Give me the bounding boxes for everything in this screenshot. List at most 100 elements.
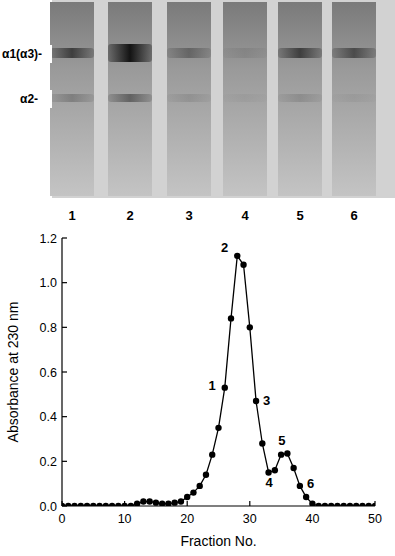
x-tick-label: 40	[305, 512, 319, 526]
data-point	[322, 503, 328, 506]
y-tick-label: 0.6	[40, 366, 57, 380]
gel-band	[50, 48, 94, 58]
gel-band	[278, 48, 322, 58]
x-tick-label: 10	[118, 512, 132, 526]
gel-band	[278, 94, 322, 102]
data-point	[121, 503, 127, 506]
figure: 123456α1(α3)-α2-0.00.20.40.60.81.01.2010…	[0, 0, 395, 556]
data-point	[284, 450, 290, 456]
lane-label: 5	[296, 208, 303, 223]
y-tick-label: 1.0	[40, 276, 57, 290]
data-point	[115, 503, 121, 506]
data-point	[159, 501, 165, 506]
data-point	[372, 503, 375, 506]
gel-band	[332, 48, 376, 58]
gel-background	[52, 0, 395, 198]
data-point	[334, 503, 340, 506]
x-tick	[249, 501, 250, 506]
data-point	[222, 384, 228, 390]
gel-band	[50, 94, 94, 102]
y-tick	[62, 327, 67, 328]
gel-lane	[50, 2, 94, 196]
data-point	[140, 498, 146, 504]
data-point	[359, 503, 365, 506]
plot-area	[62, 253, 375, 506]
data-point	[78, 503, 84, 506]
data-point	[146, 498, 152, 504]
data-point	[128, 503, 134, 506]
lane-label: 1	[68, 208, 75, 223]
lane-label: 2	[126, 208, 133, 223]
peak-annotation: 6	[307, 476, 314, 491]
x-tick-label: 20	[180, 512, 194, 526]
data-point	[328, 503, 334, 506]
data-point	[347, 503, 353, 506]
data-point	[309, 501, 315, 506]
x-tick-label: 30	[243, 512, 257, 526]
data-point	[197, 483, 203, 489]
data-point	[272, 467, 278, 473]
gel	[50, 0, 395, 198]
data-line	[62, 256, 375, 506]
band-label: α2-	[20, 92, 38, 106]
data-point	[134, 501, 140, 506]
gel-band	[223, 94, 267, 102]
peak-annotation: 5	[278, 433, 285, 448]
y-tick	[62, 416, 67, 417]
peak-annotation: 3	[263, 393, 270, 408]
data-point	[190, 489, 196, 495]
gel-band	[223, 48, 267, 58]
data-point	[228, 315, 234, 321]
data-point	[290, 465, 296, 471]
y-tick	[62, 282, 67, 283]
data-point	[184, 494, 190, 500]
peak-annotation: 1	[209, 378, 216, 393]
y-tick-label: 0.8	[40, 321, 57, 335]
lane-label: 6	[350, 208, 357, 223]
data-point	[253, 398, 259, 404]
gel-lane	[223, 2, 267, 196]
data-point	[62, 503, 65, 506]
data-point	[278, 451, 284, 457]
data-point	[366, 503, 372, 506]
data-point	[109, 503, 115, 506]
data-point	[71, 503, 77, 506]
data-point	[315, 503, 321, 506]
data-point	[247, 324, 253, 330]
data-point	[96, 503, 102, 506]
y-tick	[62, 237, 67, 238]
gel-band	[108, 44, 152, 62]
data-point	[209, 451, 215, 457]
gel-lane	[278, 2, 322, 196]
label-backdrop	[0, 90, 52, 108]
data-point	[165, 501, 171, 506]
gel-lane	[332, 2, 376, 196]
data-point	[103, 503, 109, 506]
data-point	[303, 494, 309, 500]
band-label: α1(α3)-	[2, 47, 42, 61]
x-tick-label: 50	[368, 512, 382, 526]
data-point	[234, 253, 240, 259]
y-tick	[62, 461, 67, 462]
label-backdrop	[0, 45, 52, 63]
data-point	[153, 499, 159, 505]
x-tick-label: 0	[59, 512, 66, 526]
gel-lane	[108, 2, 152, 196]
y-tick-label: 1.2	[40, 232, 57, 246]
y-tick-label: 0.4	[40, 410, 57, 424]
gel-band	[167, 48, 211, 58]
y-tick	[62, 371, 67, 372]
data-point	[84, 503, 90, 506]
data-point	[65, 503, 71, 506]
data-point	[178, 498, 184, 504]
gel-band	[167, 94, 211, 102]
data-point	[90, 503, 96, 506]
y-axis-label: Absorbance at 230 nm	[5, 302, 21, 443]
x-tick	[187, 501, 188, 506]
y-tick-label: 0.0	[40, 500, 57, 514]
y-tick-label: 0.2	[40, 455, 57, 469]
data-point	[341, 503, 347, 506]
gel-lane	[167, 2, 211, 196]
data-point	[297, 483, 303, 489]
peak-annotation: 2	[221, 240, 228, 255]
